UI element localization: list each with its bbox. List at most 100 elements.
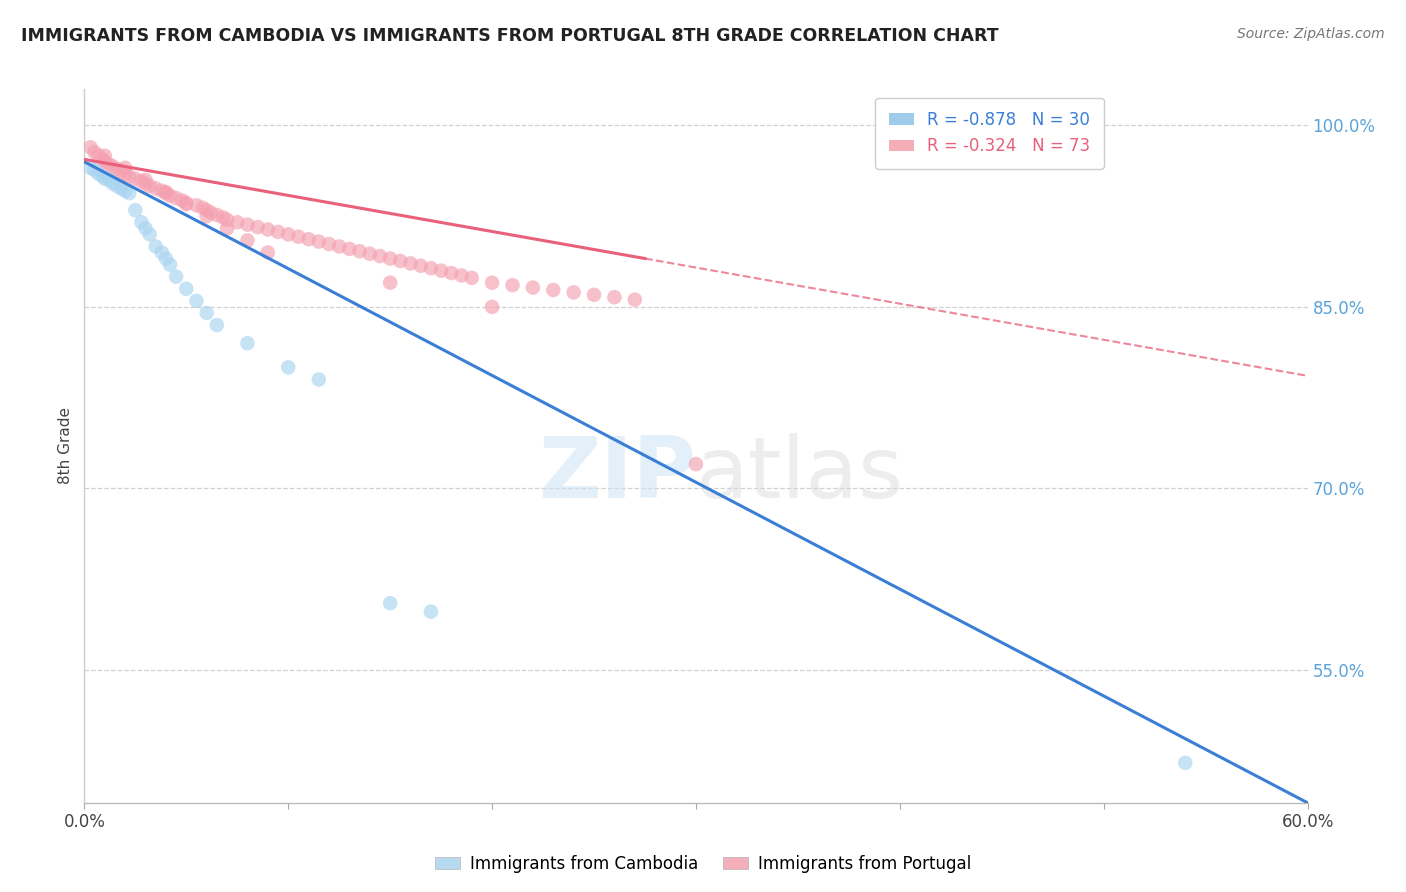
Point (114, 167, 136, 181)
Point (79, 161, 101, 175)
Point (145, 181, 167, 195)
Point (522, 280, 544, 294)
Point (118, 169, 141, 184)
Point (101, 177, 124, 191)
Point (481, 300, 503, 314)
Point (93, 154, 117, 169)
Point (349, 244, 371, 259)
Point (368, 249, 391, 263)
Point (135, 221, 157, 235)
Point (101, 160, 124, 174)
Point (138, 227, 160, 242)
Point (328, 239, 350, 253)
Point (87, 149, 110, 163)
Point (83, 145, 105, 160)
Point (97, 173, 120, 187)
Point (138, 178, 160, 193)
Point (543, 283, 565, 297)
Point (624, 293, 647, 307)
Point (399, 256, 422, 270)
Point (105, 178, 128, 193)
Point (420, 261, 443, 276)
Point (91, 169, 114, 184)
Point (450, 268, 472, 283)
Point (205, 208, 228, 222)
Point (118, 186, 141, 201)
Point (186, 293, 208, 308)
Point (389, 254, 412, 268)
Text: Source: ZipAtlas.com: Source: ZipAtlas.com (1237, 27, 1385, 41)
Point (97, 157, 120, 171)
Point (105, 161, 128, 176)
Legend: R = -0.878   N = 30, R = -0.324   N = 73: R = -0.878 N = 30, R = -0.324 N = 73 (876, 97, 1104, 169)
Point (114, 184, 136, 198)
Point (440, 266, 463, 280)
Point (339, 242, 361, 256)
Point (502, 278, 524, 293)
Point (236, 233, 259, 247)
Point (205, 318, 228, 332)
Point (195, 306, 218, 320)
Legend: Immigrants from Cambodia, Immigrants from Portugal: Immigrants from Cambodia, Immigrants fro… (427, 848, 979, 880)
Y-axis label: 8th Grade: 8th Grade (58, 408, 73, 484)
Point (176, 282, 198, 296)
Point (257, 222, 280, 236)
Point (481, 276, 503, 290)
Point (200, 205, 222, 219)
Point (114, 161, 136, 175)
Point (155, 185, 177, 199)
Point (93, 171, 117, 186)
Point (195, 209, 218, 223)
Point (603, 290, 626, 304)
Point (277, 360, 299, 375)
Point (430, 263, 453, 277)
Point (246, 220, 269, 235)
Point (308, 235, 330, 249)
Point (236, 336, 259, 351)
Point (562, 285, 585, 300)
Point (420, 605, 443, 619)
Point (150, 184, 173, 198)
Point (131, 215, 153, 229)
Point (176, 197, 198, 211)
Point (83, 163, 105, 178)
Point (318, 237, 340, 252)
Point (135, 173, 157, 187)
Point (159, 188, 181, 202)
Point (165, 269, 187, 284)
Text: atlas: atlas (696, 433, 904, 516)
Point (145, 239, 167, 253)
Point (217, 221, 239, 235)
Point (172, 194, 194, 208)
Point (159, 258, 181, 272)
Point (308, 372, 330, 386)
Text: ZIP: ZIP (538, 433, 696, 516)
Point (131, 174, 153, 188)
Point (186, 198, 208, 212)
Point (150, 245, 173, 260)
Point (135, 177, 157, 191)
Point (110, 181, 132, 195)
Point (380, 276, 402, 290)
Point (217, 212, 239, 227)
Point (1174, 756, 1197, 770)
Point (87, 167, 110, 181)
Text: IMMIGRANTS FROM CAMBODIA VS IMMIGRANTS FROM PORTUGAL 8TH GRADE CORRELATION CHART: IMMIGRANTS FROM CAMBODIA VS IMMIGRANTS F… (21, 27, 998, 45)
Point (236, 218, 259, 232)
Point (298, 232, 321, 246)
Point (380, 252, 402, 266)
Point (79, 140, 101, 154)
Point (110, 164, 132, 178)
Point (124, 171, 146, 186)
Point (359, 246, 381, 260)
Point (91, 153, 114, 167)
Point (93, 149, 117, 163)
Point (191, 201, 214, 215)
Point (212, 211, 235, 225)
Point (583, 288, 606, 302)
Point (267, 225, 290, 239)
Point (155, 252, 177, 266)
Point (461, 271, 484, 285)
Point (277, 227, 299, 242)
Point (409, 259, 432, 273)
